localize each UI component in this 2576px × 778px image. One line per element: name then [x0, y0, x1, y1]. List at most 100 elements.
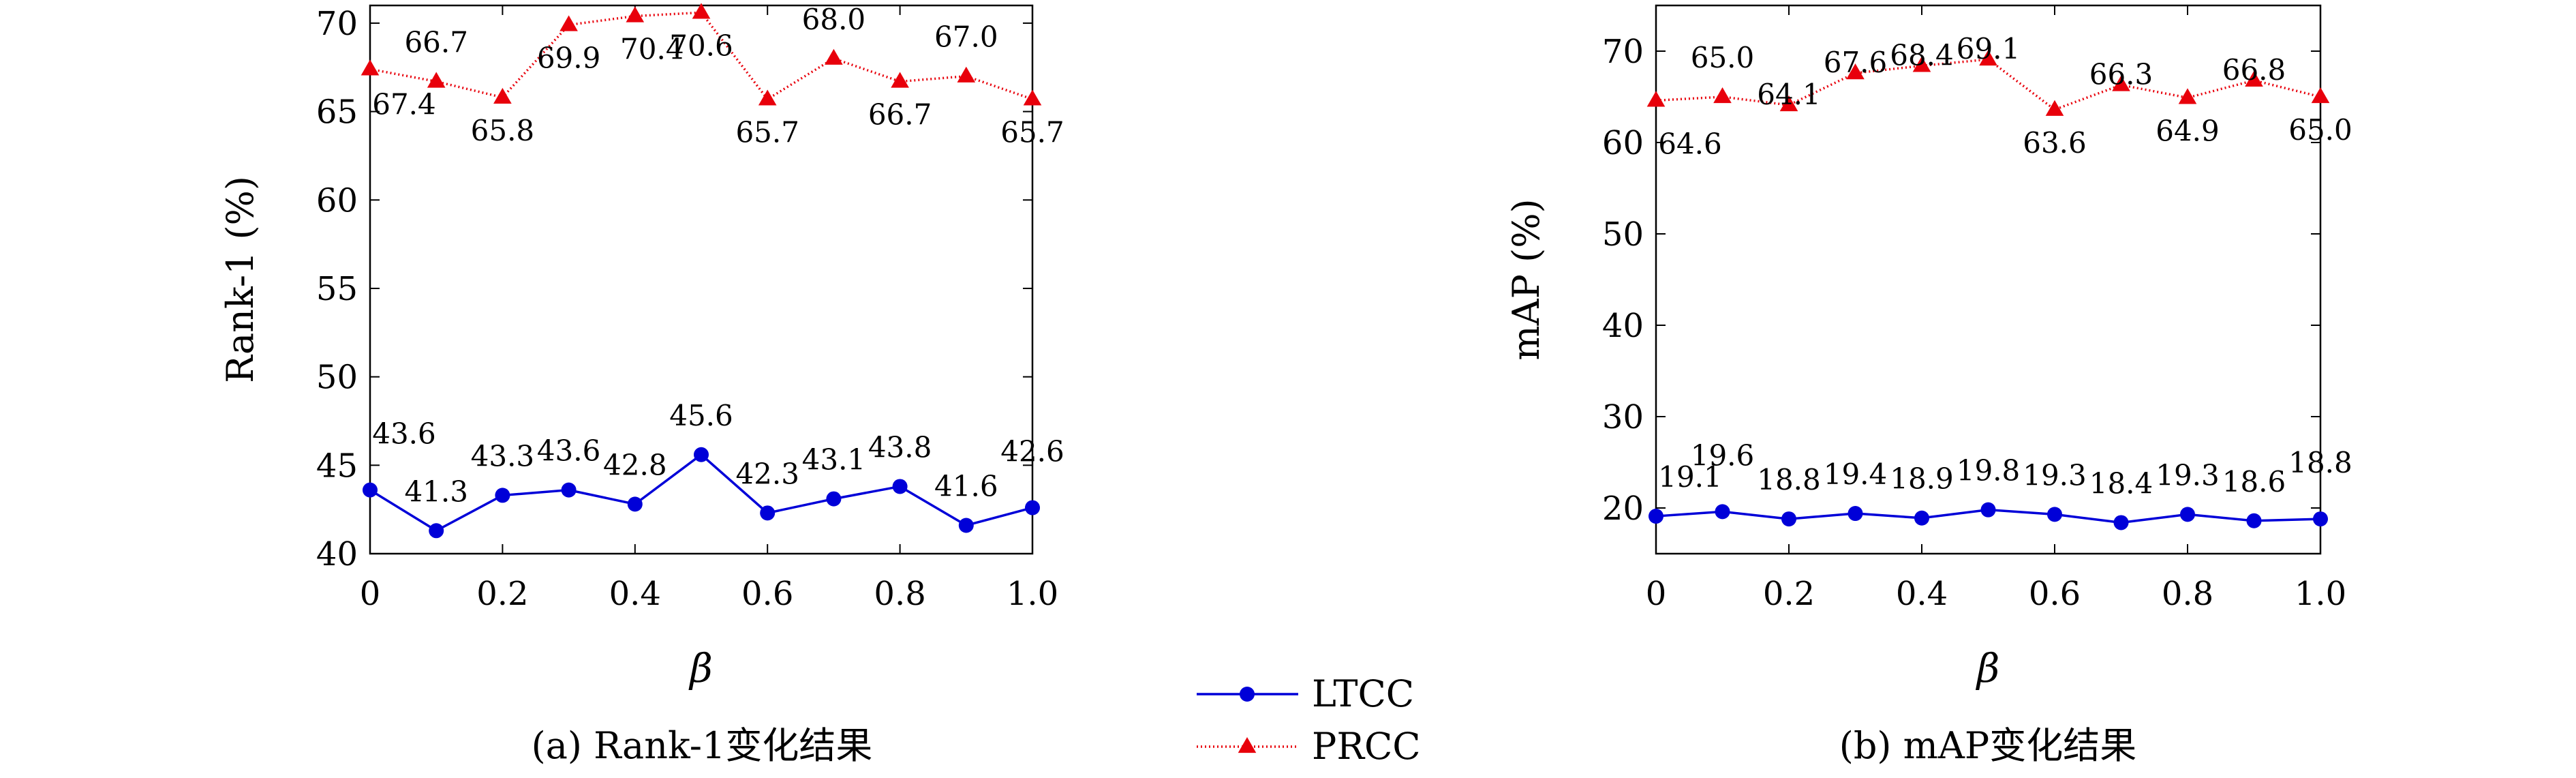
data-point-ltcc	[561, 482, 577, 498]
data-point-ltcc	[2180, 507, 2195, 522]
data-label-prcc: 69.9	[537, 42, 601, 75]
panel-caption: (a) Rank-1变化结果	[532, 724, 873, 767]
data-point-prcc	[1912, 56, 1931, 72]
data-label-ltcc: 19.3	[2156, 458, 2220, 492]
data-point-ltcc	[2313, 511, 2328, 527]
data-label-ltcc: 41.6	[934, 470, 998, 503]
data-label-ltcc: 18.9	[1890, 462, 1954, 496]
data-label-ltcc: 19.1	[1658, 460, 1722, 494]
data-point-ltcc	[760, 505, 776, 521]
data-label-prcc: 66.3	[2089, 58, 2153, 91]
data-label-prcc: 67.0	[934, 20, 998, 54]
y-tick-label: 30	[1602, 398, 1644, 436]
data-point-prcc	[2178, 88, 2197, 104]
x-tick-label: 1.0	[1007, 575, 1058, 613]
y-tick-label: 40	[1602, 307, 1644, 345]
chart-map: 20 30 40 50 60 70 0 0.2 0.4 0.6 0.8 1.0 β mAP (%) (b) …	[1505, 4, 2352, 767]
data-label-ltcc: 42.8	[603, 448, 667, 481]
data-point-ltcc	[2246, 513, 2262, 528]
data-point-ltcc	[495, 488, 510, 503]
data-point-prcc	[2245, 70, 2263, 87]
x-tick-label: 0.6	[741, 575, 793, 613]
data-label-ltcc: 18.6	[2222, 465, 2286, 498]
x-tick-label: 0.8	[874, 575, 925, 613]
data-point-ltcc	[627, 496, 643, 512]
data-point-prcc	[825, 48, 843, 65]
data-label-ltcc: 43.8	[868, 430, 932, 464]
data-label-prcc: 65.7	[735, 115, 799, 149]
chart-rank1: 40 45 50 55 60 65 70 0 0.2 0.4 0.6 0.8 1.0 β Rank-1 (%…	[219, 3, 1064, 767]
data-point-prcc	[692, 3, 711, 19]
y-tick-label: 65	[316, 93, 358, 132]
data-point-ltcc	[429, 523, 444, 539]
data-point-prcc	[1023, 89, 1042, 106]
data-point-prcc	[1646, 91, 1666, 107]
data-point-ltcc	[363, 482, 378, 498]
y-tick-label: 60	[316, 181, 358, 220]
y-tick-label: 70	[1602, 33, 1644, 71]
x-tick-label: 0.6	[2029, 575, 2081, 613]
y-tick-label: 50	[1602, 215, 1644, 254]
y-tick-label: 40	[316, 535, 358, 573]
y-tick-label: 55	[316, 270, 358, 308]
data-point-ltcc	[2113, 515, 2129, 530]
data-label-ltcc: 43.3	[471, 439, 535, 473]
legend-marker-ltcc	[1240, 687, 1255, 702]
data-label-ltcc: 19.8	[1957, 454, 2021, 488]
series-line-prcc	[1655, 58, 2321, 111]
y-tick-label: 70	[316, 5, 358, 43]
plot-frame	[369, 4, 1034, 555]
data-label-prcc: 67.4	[372, 87, 436, 121]
data-point-ltcc	[892, 479, 908, 494]
data-label-ltcc: 42.3	[735, 457, 799, 490]
data-label-prcc: 63.6	[2023, 126, 2087, 160]
legend-label-prcc: PRCC	[1312, 725, 1421, 768]
data-point-ltcc	[1980, 502, 1996, 518]
data-label-prcc: 68.4	[1890, 38, 1954, 72]
data-label-prcc: 65.7	[1000, 115, 1064, 149]
data-point-prcc	[1979, 50, 1997, 66]
legend-label-ltcc: LTCC	[1312, 672, 1414, 715]
x-tick-label: 0	[1646, 575, 1667, 613]
data-label-ltcc: 41.3	[404, 475, 468, 508]
data-label-ltcc: 43.6	[537, 434, 601, 468]
data-label-prcc: 67.6	[1824, 46, 1888, 79]
data-label-prcc: 69.1	[1957, 32, 2021, 65]
data-label-ltcc: 18.8	[2288, 446, 2352, 479]
data-point-prcc	[957, 66, 976, 83]
data-point-prcc	[626, 6, 645, 23]
y-axis-label: mAP (%)	[1505, 198, 1548, 360]
data-point-prcc	[361, 59, 380, 76]
data-label-prcc: 70.6	[669, 29, 733, 62]
data-point-prcc	[758, 89, 777, 106]
data-point-prcc	[493, 87, 512, 104]
data-label-prcc: 68.0	[802, 3, 866, 36]
series-line-ltcc	[369, 453, 1033, 533]
data-label-ltcc: 43.1	[802, 443, 866, 477]
legend-marker-prcc	[1238, 737, 1257, 753]
data-point-prcc	[559, 15, 578, 31]
data-point-prcc	[1713, 87, 1732, 104]
data-point-prcc	[2045, 100, 2064, 116]
data-point-prcc	[1779, 95, 1798, 112]
x-tick-label: 0.2	[476, 575, 528, 613]
data-point-ltcc	[694, 447, 709, 462]
data-label-ltcc: 43.6	[372, 417, 436, 451]
data-label-ltcc: 19.4	[1824, 458, 1888, 491]
data-label-ltcc: 19.6	[1691, 438, 1755, 472]
data-label-ltcc: 18.8	[1757, 463, 1821, 496]
x-tick-label: 1.0	[2295, 575, 2346, 613]
data-label-prcc: 65.0	[2288, 113, 2352, 147]
data-label-prcc: 64.1	[1757, 78, 1821, 111]
panel-caption: (b) mAP变化结果	[1839, 724, 2136, 767]
data-point-ltcc	[1781, 511, 1796, 527]
y-axis-label: Rank-1 (%)	[219, 176, 262, 383]
x-tick-label: 0.4	[609, 575, 661, 613]
data-label-ltcc: 42.6	[1000, 435, 1064, 468]
data-point-ltcc	[1715, 504, 1730, 520]
data-point-prcc	[891, 72, 909, 88]
data-point-ltcc	[2047, 507, 2062, 522]
data-label-ltcc: 19.3	[2023, 458, 2087, 492]
data-label-prcc: 70.4	[620, 33, 684, 66]
